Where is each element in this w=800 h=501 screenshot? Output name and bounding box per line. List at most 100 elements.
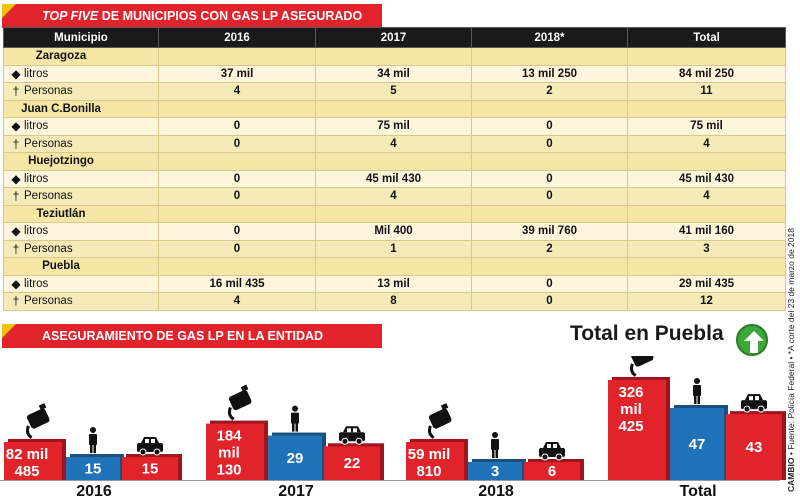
litros-value: 34 mil — [315, 64, 472, 83]
personas-label: Personas — [24, 137, 73, 150]
car-icon — [339, 426, 365, 445]
header-3: 2018* — [471, 27, 628, 48]
litros-value: 45 mil 430 — [315, 169, 472, 188]
personas-row: † Personas 0 1 2 3 — [3, 239, 786, 258]
litros-row: ◆ litros 37 mil 34 mil 13 mil 250 84 mil 250 — [3, 64, 786, 83]
litros-label: litros — [24, 225, 49, 238]
personas-value: 4 — [627, 134, 786, 153]
empty-cell — [627, 257, 786, 276]
year-label: 2018 — [478, 483, 514, 500]
litros-value: 0 — [471, 169, 628, 188]
personas-label: Personas — [24, 85, 73, 98]
gas-tank-icon: ◆ — [11, 66, 21, 81]
municipio-row: Puebla — [3, 257, 786, 276]
car-icon — [741, 394, 767, 413]
personas-label-cell: † Personas — [3, 239, 159, 258]
personas-label-cell: † Personas — [3, 187, 159, 206]
municipio-row: Teziutlán — [3, 204, 786, 223]
personas-value: 11 — [627, 82, 786, 101]
bar-value-label: 130 — [216, 462, 241, 479]
banner-italic-text: TOP FIVE — [42, 9, 99, 23]
personas-value: 12 — [627, 292, 786, 311]
litros-row: ◆ litros 0 75 mil 0 75 mil — [3, 117, 786, 136]
litros-label: litros — [24, 120, 49, 133]
personas-row: † Personas 4 8 0 12 — [3, 292, 786, 311]
banner-text: ASEGURAMIENTO DE GAS LP EN LA ENTIDAD — [42, 329, 324, 343]
litros-value: Mil 400 — [315, 222, 472, 241]
bar-vehiculos — [122, 457, 178, 480]
municipios-table: Municipio 2016 2017 2018* Total Zaragoza ◆ lit… — [3, 27, 786, 317]
empty-cell — [315, 152, 472, 171]
bar-value-label: mil — [620, 401, 642, 418]
total-title: Total en Puebla — [570, 322, 724, 345]
litros-value: 0 — [471, 117, 628, 136]
litros-value: 45 mil 430 — [627, 169, 786, 188]
bar-value-label: 43 — [746, 439, 763, 456]
empty-cell — [158, 257, 316, 276]
bar-value-label: 326 — [618, 384, 643, 401]
personas-value: 2 — [471, 82, 628, 101]
bar-litros — [406, 442, 464, 480]
litros-label-cell: ◆ litros — [3, 222, 159, 241]
litros-value: 13 mil — [315, 274, 472, 293]
personas-value: 2 — [471, 239, 628, 258]
personas-label-cell: † Personas — [3, 82, 159, 101]
municipio-name: Teziutlán — [3, 204, 159, 223]
empty-cell — [471, 152, 628, 171]
person-icon: † — [12, 241, 20, 256]
bar-vehiculos — [524, 462, 580, 480]
litros-value: 13 mil 250 — [471, 64, 628, 83]
personas-value: 1 — [315, 239, 472, 258]
car-icon — [539, 442, 565, 461]
personas-value: 0 — [158, 134, 316, 153]
empty-cell — [315, 204, 472, 223]
bar-value-label: 6 — [548, 463, 556, 480]
empty-cell — [471, 204, 628, 223]
empty-cell — [471, 257, 628, 276]
year-label: 2016 — [76, 483, 112, 500]
personas-row: † Personas 0 4 0 4 — [3, 187, 786, 206]
bar-litros — [4, 442, 62, 480]
municipio-name: Juan C.Bonilla — [3, 99, 159, 118]
municipio-row: Juan C.Bonilla — [3, 99, 786, 118]
person-icon — [291, 405, 299, 432]
bar-personas — [66, 457, 120, 480]
personas-label: Personas — [24, 295, 73, 308]
person-icon — [491, 432, 499, 458]
chart-title-banner: ASEGURAMIENTO DE GAS LP EN LA ENTIDAD — [2, 324, 382, 348]
gas-tank-icon: ◆ — [11, 171, 21, 186]
personas-value: 0 — [471, 292, 628, 311]
litros-value: 0 — [158, 222, 316, 241]
personas-label: Personas — [24, 242, 73, 255]
litros-value: 29 mil 435 — [627, 274, 786, 293]
empty-cell — [471, 47, 628, 66]
bar-vehiculos — [726, 414, 782, 480]
banner-corner — [2, 4, 16, 18]
litros-value: 37 mil — [158, 64, 316, 83]
litros-label-cell: ◆ litros — [3, 169, 159, 188]
personas-value: 0 — [471, 187, 628, 206]
banner-text: DE MUNICIPIOS CON GAS LP ASEGURADO — [98, 9, 363, 23]
bar-litros — [608, 380, 666, 480]
litros-value: 39 mil 760 — [471, 222, 628, 241]
person-icon — [693, 378, 701, 404]
municipio-name: Zaragoza — [3, 47, 159, 66]
bar-value-label: 82 mil — [6, 446, 49, 463]
source-text: • Fuente: Policía Federal • *A corte del… — [786, 228, 796, 458]
year-label: 2017 — [278, 483, 314, 500]
personas-label-cell: † Personas — [3, 134, 159, 153]
municipio-row: Zaragoza — [3, 47, 786, 66]
table-title-banner: TOP FIVE DE MUNICIPIOS CON GAS LP ASEGUR… — [2, 4, 382, 28]
litros-label-cell: ◆ litros — [3, 274, 159, 293]
personas-value: 4 — [158, 292, 316, 311]
bar-litros — [206, 423, 264, 480]
litros-label: litros — [24, 67, 49, 80]
bar-value-label: 22 — [344, 455, 361, 472]
personas-value: 0 — [471, 134, 628, 153]
municipio-name: Huejotzingo — [3, 152, 159, 171]
gas-tank-icon: ◆ — [11, 119, 21, 134]
personas-value: 4 — [158, 82, 316, 101]
up-arrow-icon — [736, 324, 768, 356]
personas-value: 0 — [158, 187, 316, 206]
